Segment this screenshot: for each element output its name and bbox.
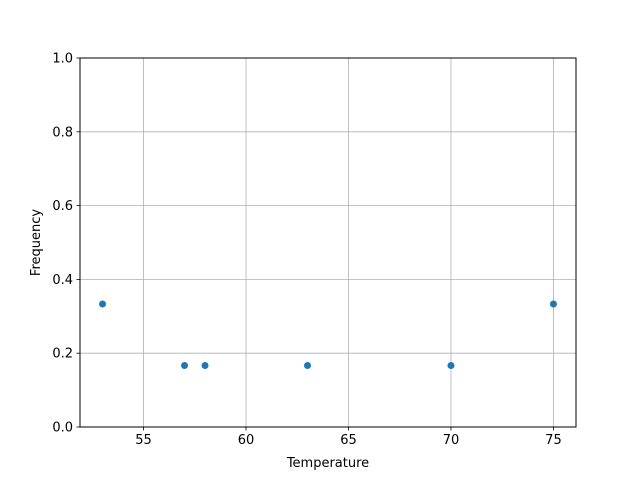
data-point	[99, 300, 107, 308]
data-point	[181, 361, 189, 369]
x-axis-label: Temperature	[286, 456, 369, 471]
y-tick-label: 0.6	[52, 199, 73, 214]
data-point	[447, 361, 455, 369]
data-point	[549, 300, 557, 308]
x-tick-label: 75	[545, 433, 562, 448]
y-tick-label: 0.2	[52, 347, 73, 362]
y-axis-label: Frequency	[29, 209, 44, 276]
data-point	[201, 361, 209, 369]
y-tick-label: 0.4	[52, 273, 73, 288]
x-tick-label: 60	[238, 433, 255, 448]
grid	[80, 57, 576, 428]
data-points	[99, 300, 557, 369]
data-point	[304, 361, 312, 369]
y-tick-label: 0.8	[52, 125, 73, 140]
x-tick-label: 55	[135, 433, 152, 448]
plot-area-frame	[79, 57, 577, 428]
y-tick-label: 0.0	[52, 421, 73, 436]
x-tick-label: 70	[443, 433, 460, 448]
axis-ticks: 55 60 65 70 75 0.0 0.2 0.4 0.6 0.8 1.0	[52, 52, 561, 449]
x-tick-label: 65	[340, 433, 357, 448]
y-tick-label: 1.0	[52, 52, 73, 67]
